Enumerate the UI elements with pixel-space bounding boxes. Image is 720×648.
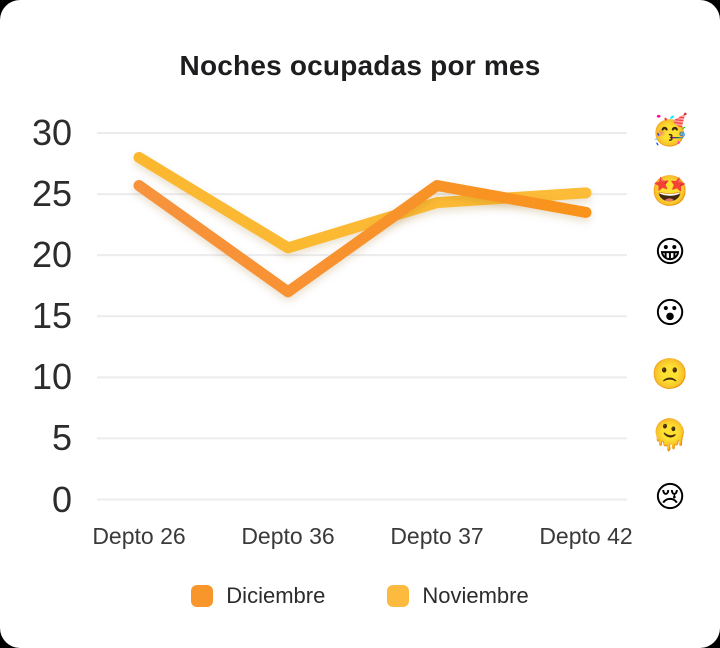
legend-swatch-icon — [387, 585, 410, 607]
legend-item-noviembre[interactable]: Noviembre — [387, 583, 529, 609]
y-tick-label: 20 — [31, 234, 72, 276]
x-tick-label: Depto 36 — [241, 523, 335, 549]
legend: Diciembre Noviembre — [0, 583, 720, 609]
emoji-scale-icon: 🤩 — [651, 175, 689, 209]
emoji-scale-icon: 😀 — [654, 236, 686, 270]
x-tick-label: Depto 37 — [390, 523, 484, 549]
legend-item-diciembre[interactable]: Diciembre — [191, 583, 325, 609]
emoji-scale-icon: 🥳 — [651, 113, 689, 147]
y-tick-label: 5 — [51, 417, 72, 459]
chart-title: Noches ocupadas por mes — [179, 50, 541, 81]
y-tick-label: 15 — [31, 295, 72, 337]
emoji-scale-icon: 😢 — [654, 480, 686, 514]
gridlines — [97, 131, 627, 501]
y-tick-label: 30 — [31, 111, 72, 153]
y-tick-label: 0 — [51, 478, 72, 520]
legend-label: Diciembre — [226, 583, 326, 608]
emoji-scale-icon: 🙁 — [651, 358, 689, 392]
emoji-scale-icon: 😮 — [654, 297, 686, 331]
legend-label: Noviembre — [422, 583, 529, 608]
y-tick-label: 25 — [31, 173, 72, 215]
legend-swatch-icon — [191, 585, 214, 607]
y-tick-label: 10 — [31, 356, 72, 398]
emoji-scale-icon: 🫠 — [651, 419, 689, 453]
series-line-diciembre — [133, 180, 592, 298]
series-lines — [133, 151, 592, 298]
x-tick-label: Depto 42 — [539, 523, 633, 549]
x-tick-label: Depto 26 — [92, 523, 186, 549]
